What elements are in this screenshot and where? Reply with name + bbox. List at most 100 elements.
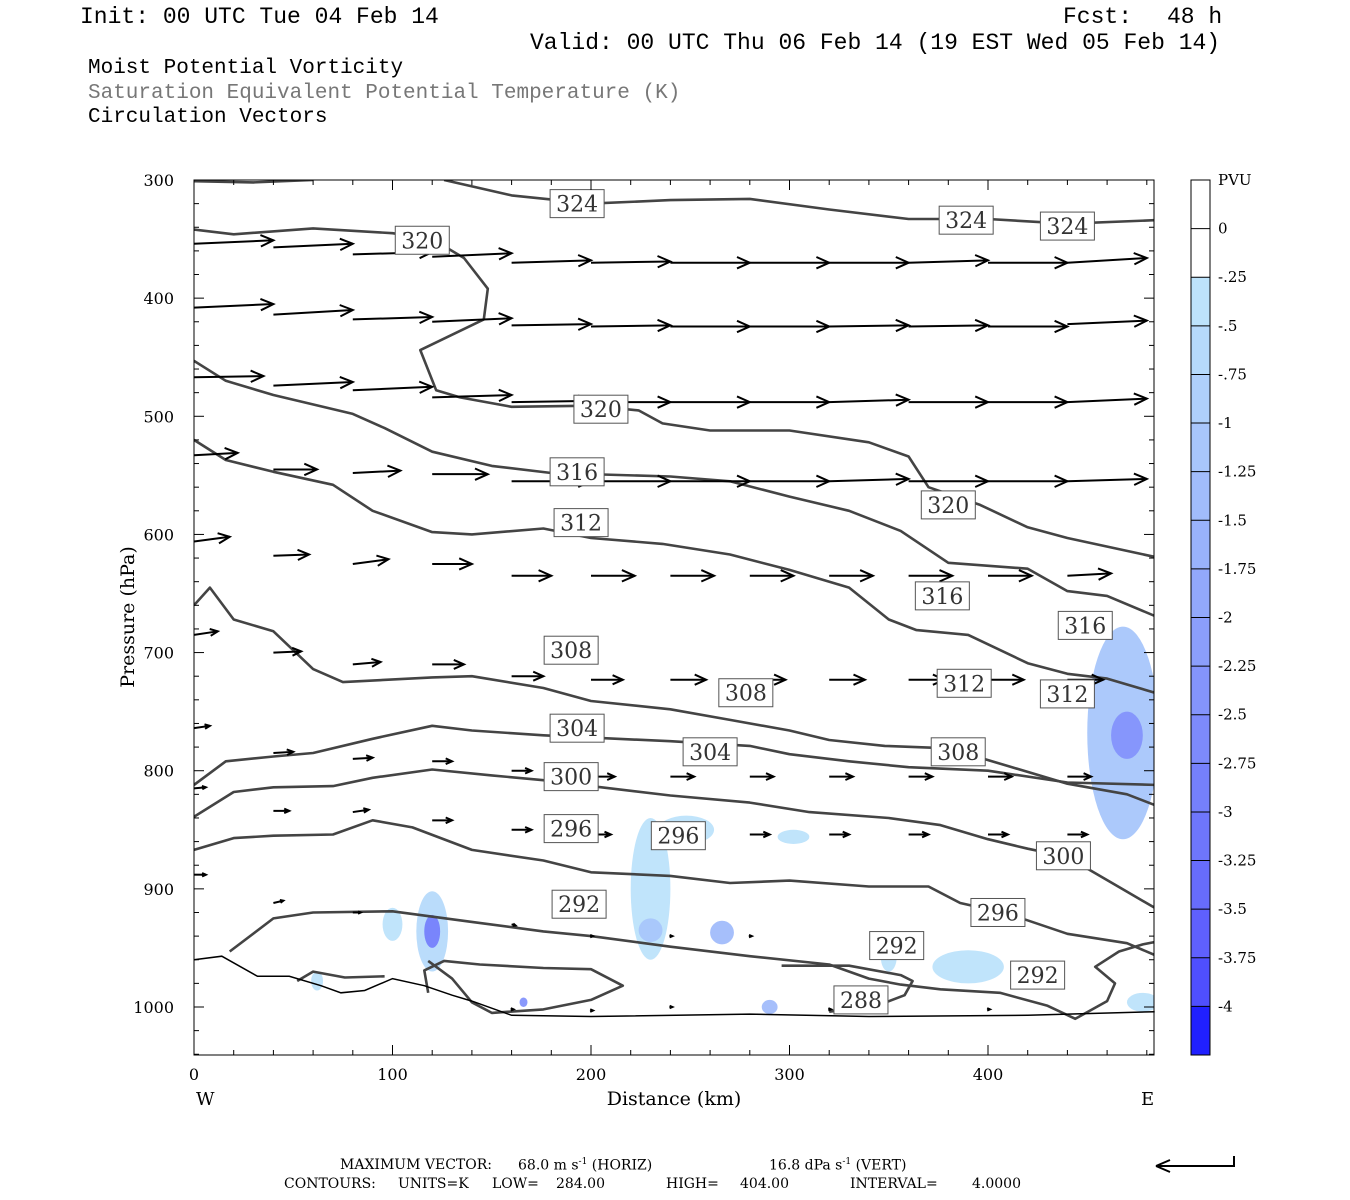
vector-head [524, 766, 534, 775]
contour-label-box [650, 821, 706, 851]
vector-shaft [1067, 256, 1147, 264]
y-axis-ticks: 300 400 500 600 700 800 900 1000 [133, 171, 1154, 1055]
vector-head [815, 474, 832, 488]
vector-head [895, 318, 912, 333]
vector-16 [511, 317, 594, 331]
contour-label-text: 324 [556, 193, 598, 218]
vector-head [445, 757, 455, 766]
contour-label-text: 316 [556, 461, 598, 486]
vector-head [895, 393, 912, 407]
vector-shaft [908, 259, 989, 264]
vector-57 [908, 569, 955, 583]
vector-head [815, 319, 832, 334]
vector-head [859, 569, 876, 583]
x-tick-label: 200 [576, 1065, 607, 1084]
colorbar-tick-label: -1.5 [1218, 511, 1247, 529]
vector-32 [829, 393, 912, 407]
vector-87 [432, 816, 455, 825]
vector-head [297, 548, 312, 561]
vector-103 [510, 1007, 517, 1012]
vector-37 [273, 462, 320, 477]
vector-72 [194, 723, 213, 730]
vector-head [371, 657, 384, 668]
vert-unit: (VERT) [855, 1157, 907, 1174]
vector-61 [273, 646, 304, 657]
vector-51 [432, 557, 475, 571]
forecast-label: Fcst: [1063, 4, 1133, 30]
vector-head [1011, 673, 1027, 686]
vector-shaft [590, 260, 671, 264]
vector-shaft [352, 661, 381, 666]
vector-head [217, 532, 233, 545]
colorbar-segment-2 [1191, 277, 1210, 327]
vector-91 [749, 830, 773, 839]
vector-shaft [352, 469, 401, 474]
vector-shaft [432, 252, 512, 258]
vector-102 [748, 933, 755, 939]
vector-head [694, 673, 709, 686]
vector-11 [1067, 252, 1150, 266]
y-tick-label: 800 [143, 762, 174, 781]
contour-label-box [553, 508, 609, 538]
contour-high-value: 404.00 [740, 1176, 789, 1192]
vector-head [780, 569, 796, 583]
contour-line-12 [296, 970, 385, 983]
vector-shaft [194, 451, 238, 457]
colorbar-tick-label: -3.5 [1218, 900, 1247, 918]
contour-label-text: 292 [876, 935, 918, 960]
x-end-label-east: E [1141, 1089, 1154, 1110]
vector-59 [1067, 567, 1114, 581]
vector-86 [352, 807, 372, 814]
contour-label-box [394, 225, 450, 255]
contour-line-4 [194, 438, 1154, 694]
pv-shade-3 [424, 914, 441, 948]
vector-27 [432, 388, 515, 403]
vector-19 [749, 319, 832, 334]
contour-label-text: 296 [977, 901, 1019, 926]
vector-head [512, 922, 518, 927]
vector-head [1054, 474, 1070, 488]
contour-line-3 [194, 359, 1154, 618]
x-end-label-west: W [196, 1089, 215, 1110]
vector-shaft [194, 535, 230, 543]
contour-label-text: 296 [550, 818, 592, 843]
vector-shaft [1067, 477, 1147, 483]
vector-head [283, 807, 292, 815]
contour-label-box [1057, 610, 1113, 640]
vector-shaft [432, 394, 512, 399]
vector-18 [670, 319, 753, 334]
vector-81 [908, 772, 935, 781]
contour-line-2 [194, 227, 1154, 559]
vector-39 [432, 467, 491, 481]
contour-interval-label: INTERVAL= [850, 1176, 938, 1192]
contour-label-box [543, 762, 599, 792]
pv-shade-13 [382, 907, 403, 941]
contour-label-9: 316 [1057, 610, 1113, 640]
contour-label-box [543, 635, 599, 665]
colorbar-segment-14 [1191, 860, 1210, 910]
vector-head [921, 830, 931, 839]
vector-75 [432, 757, 455, 766]
vector-head [418, 380, 435, 394]
colorbar-tick-label: -3.25 [1218, 852, 1256, 870]
contour-label-box [833, 985, 889, 1015]
field-title-mpv: Moist Potential Vorticity [88, 57, 404, 80]
vector-24 [194, 369, 266, 383]
colorbar-tick-label: -3 [1218, 803, 1233, 821]
contour-line-0 [194, 180, 314, 184]
vector-53 [591, 569, 638, 583]
vector-52 [511, 569, 554, 583]
vector-head [498, 312, 515, 326]
vector-head [209, 628, 221, 637]
contour-label-text: 324 [945, 209, 987, 234]
colorbar-segment-11 [1191, 714, 1210, 764]
vector-93 [908, 830, 931, 839]
colorbar-segment-10 [1191, 666, 1210, 716]
vector-head [1080, 830, 1090, 839]
contour-line-10 [423, 959, 625, 1015]
colorbar-segment-6 [1191, 471, 1210, 521]
pv-shade-11 [761, 999, 778, 1015]
vector-head [250, 369, 266, 383]
vector-head [260, 297, 276, 312]
vector-head [589, 933, 596, 939]
